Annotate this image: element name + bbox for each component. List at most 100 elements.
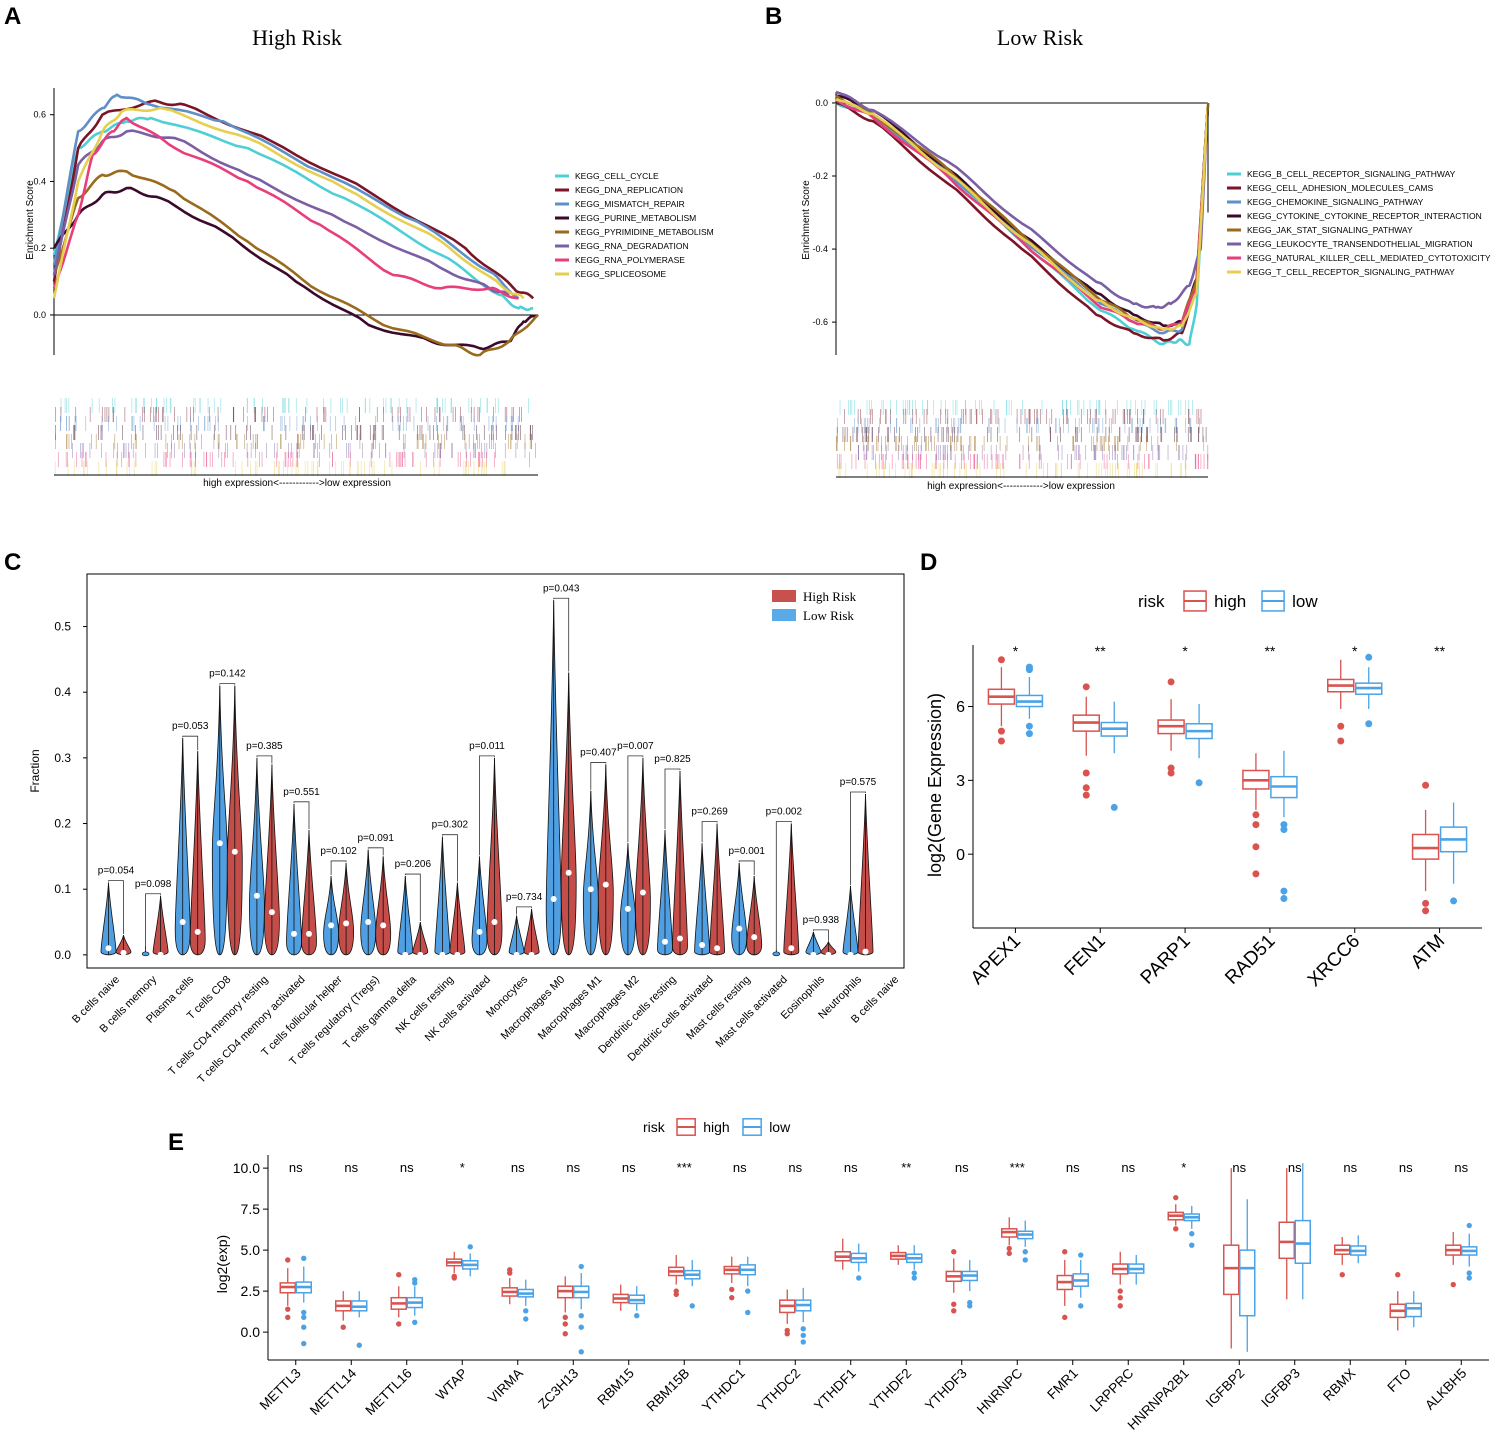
- box-high-outlier: [1167, 678, 1175, 686]
- box-y-tick-label: 0.0: [241, 1324, 261, 1340]
- gsea-legend-label: KEGG_B_CELL_RECEPTOR_SIGNALING_PATHWAY: [1247, 169, 1456, 179]
- gsea-series-line: [52, 106, 525, 300]
- gsea-a-xlabel: high expression<------------>low express…: [203, 478, 391, 489]
- box-high-outlier: [1062, 1314, 1068, 1321]
- violin-x-tick-label: Macrophages M0: [499, 974, 568, 1043]
- box-significance-label: ns: [622, 1160, 636, 1175]
- box-low-outlier: [412, 1280, 418, 1286]
- box-low-outlier: [1025, 730, 1033, 738]
- gsea-a-ylabel: Enrichment Score: [25, 180, 36, 260]
- violin-high-risk-median: [751, 934, 758, 941]
- box-high-outlier: [951, 1249, 957, 1255]
- violin-p-bracket: [516, 906, 532, 915]
- violin-p-bracket: [850, 791, 866, 885]
- box-x-tick-label: PARP1: [1137, 931, 1195, 989]
- violin-p-value: p=0.407: [580, 747, 617, 758]
- box-significance-label: **: [901, 1160, 911, 1175]
- box-x-tick-label: XRCC6: [1304, 931, 1364, 991]
- gsea-y-tick-label: 0.2: [33, 243, 46, 253]
- box-x-tick-label: HNRNPC: [974, 1365, 1026, 1417]
- box-x-tick-label: YTHDF3: [922, 1366, 970, 1414]
- violin-low-risk-median: [662, 938, 668, 945]
- box-significance-label: ns: [733, 1160, 747, 1175]
- gsea-b-title: Low Risk: [997, 25, 1083, 50]
- box-significance-label: ns: [1454, 1160, 1468, 1175]
- box-significance-label: ns: [1288, 1160, 1302, 1175]
- box-low-outlier: [301, 1314, 307, 1321]
- box-high-outlier: [1082, 791, 1090, 799]
- box-high-outlier: [285, 1314, 291, 1321]
- box-low-outlier: [578, 1324, 584, 1330]
- violin-high-risk-median: [157, 951, 164, 958]
- violin-low-risk-median: [365, 919, 372, 926]
- violin-p-bracket: [256, 755, 273, 764]
- box-legend-label: low: [769, 1119, 791, 1135]
- panel-letter-a: A: [4, 3, 21, 30]
- violin-low-risk-median: [810, 951, 817, 958]
- gsea-legend-label: KEGG_CHEMOKINE_SIGNALING_PATHWAY: [1247, 197, 1424, 207]
- gsea-legend-label: KEGG_RNA_POLYMERASE: [575, 255, 685, 265]
- violin-p-bracket: [367, 847, 384, 856]
- violin-high-risk-median: [380, 922, 387, 929]
- box-significance-label: **: [1434, 643, 1445, 659]
- box-x-tick-label: METTL3: [257, 1366, 304, 1413]
- gsea-legend-label: KEGG_CELL_ADHESION_MOLECULES_CAMS: [1247, 183, 1433, 193]
- box-low-outlier: [1022, 1257, 1028, 1263]
- boxplot-e-ylabel: log2(exp): [214, 1235, 230, 1293]
- gsea-series-line: [52, 169, 539, 357]
- box-high-outlier: [951, 1301, 957, 1307]
- violin-p-value: p=0.938: [803, 915, 840, 926]
- violin-x-tick-label: NK cells activated: [423, 974, 493, 1044]
- box-significance-label: ns: [1343, 1160, 1357, 1175]
- violin-p-bracket: [145, 893, 161, 948]
- violin-y-tick-label: 0.0: [54, 948, 71, 962]
- box-low-outlier: [1025, 666, 1033, 674]
- box-high-outlier: [951, 1308, 957, 1314]
- violin-p-value: p=0.053: [172, 721, 209, 732]
- violin-x-tick-label: Mast cells resting: [684, 974, 753, 1043]
- violin-y-tick-label: 0.4: [54, 685, 71, 699]
- violin-x-tick-label: Macrophages M2: [573, 974, 642, 1043]
- box-low-outlier: [523, 1316, 529, 1322]
- violin-legend-label: Low Risk: [803, 608, 854, 623]
- box-low-outlier: [1280, 887, 1288, 895]
- box-low-outlier: [1022, 1249, 1028, 1255]
- box-significance-label: ns: [344, 1160, 358, 1175]
- box-significance-label: ns: [788, 1160, 802, 1175]
- gsea-series-line: [52, 93, 520, 300]
- box-x-tick-label: METTL16: [362, 1366, 415, 1419]
- gsea-legend-label: KEGG_LEUKOCYTE_TRANSENDOTHELIAL_MIGRATIO…: [1247, 239, 1473, 249]
- box-low-outlier: [1280, 826, 1288, 834]
- gsea-series-line: [835, 98, 1210, 331]
- gsea-legend-label: KEGG_DNA_REPLICATION: [575, 185, 683, 195]
- violin-x-tick-label: Macrophages M1: [536, 974, 605, 1043]
- violin-plot-frame: [86, 573, 905, 969]
- box-x-tick-label: LRPPRC: [1087, 1365, 1137, 1415]
- violin-low-risk-median: [847, 951, 854, 958]
- box-high-outlier: [285, 1257, 291, 1263]
- violin-ylabel: Fraction: [28, 749, 42, 792]
- violin-y-tick-label: 0.1: [54, 882, 71, 896]
- gsea-y-tick-label: -0.4: [812, 244, 828, 254]
- box-significance-label: ***: [1010, 1160, 1025, 1175]
- box-low: [1405, 1302, 1422, 1318]
- gsea-y-tick-label: -0.6: [812, 317, 828, 327]
- box-low-outlier: [467, 1244, 473, 1250]
- box-low-outlier: [1189, 1242, 1195, 1248]
- boxplot-m6a-genes: log2(exp) 0.0 2.5 5.0 7.5 10.0 METTL3 ns METTL1…: [214, 1118, 1489, 1433]
- box-low-outlier: [800, 1339, 806, 1345]
- box-low-outlier: [1466, 1222, 1472, 1229]
- violin-high-risk-median: [788, 945, 795, 952]
- violin-low-risk-median: [736, 925, 743, 932]
- panel-letter-b: B: [765, 3, 782, 30]
- box-low-outlier: [1195, 779, 1203, 787]
- violin-high-risk-median: [528, 951, 535, 958]
- box-low-outlier: [578, 1313, 584, 1319]
- box-legend-label: low: [1292, 592, 1318, 611]
- violin-low-risk-median: [105, 945, 112, 952]
- box-low-outlier: [745, 1288, 751, 1294]
- violin-y-tick-label: 0.5: [54, 620, 71, 634]
- box-significance-label: ns: [511, 1160, 525, 1175]
- box-significance-label: *: [1013, 643, 1019, 659]
- box-high-outlier: [1395, 1272, 1401, 1278]
